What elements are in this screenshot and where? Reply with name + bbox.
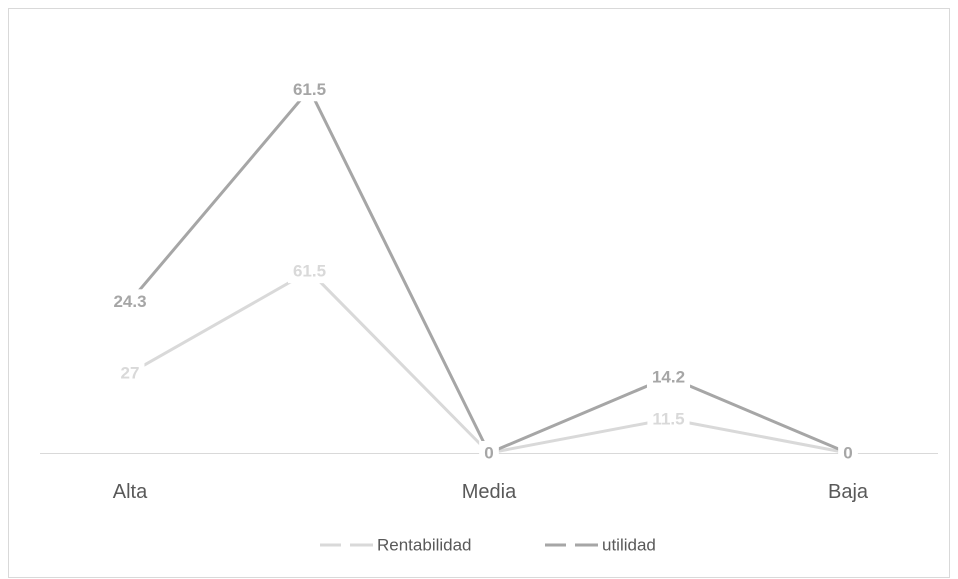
data-label-group-utilidad: 61.5 — [287, 77, 332, 102]
data-label-utilidad: 14.2 — [652, 368, 685, 387]
data-label-background — [115, 361, 145, 386]
data-label-group-rentabilidad: 61.5 — [287, 259, 332, 284]
chart-area-border — [8, 8, 950, 578]
legend: Rentabilidad utilidad — [320, 536, 656, 555]
data-label-background — [838, 441, 858, 465]
data-label-rentabilidad: 27 — [121, 364, 140, 383]
legend-label-rentabilidad: Rentabilidad — [377, 536, 472, 555]
data-label-group-utilidad: 14.2 — [646, 365, 691, 390]
data-label-group-utilidad: 0 — [479, 441, 499, 465]
legend-item-utilidad: utilidad — [545, 536, 656, 555]
data-label-utilidad: 0 — [484, 444, 493, 463]
data-label-group-rentabilidad: 11.5 — [647, 406, 690, 431]
data-label-group-rentabilidad: 27 — [115, 361, 145, 386]
data-label-utilidad: 24.3 — [113, 292, 146, 311]
legend-item-rentabilidad: Rentabilidad — [320, 536, 472, 555]
legend-label-utilidad: utilidad — [602, 536, 656, 555]
x-tick-label-media: Media — [462, 481, 517, 503]
data-label-utilidad: 0 — [843, 444, 852, 463]
data-label-background — [646, 365, 691, 390]
data-label-background — [108, 289, 152, 314]
data-label-rentabilidad: 11.5 — [652, 409, 684, 428]
data-label-background — [287, 259, 332, 284]
data-label-background — [647, 406, 690, 431]
data-label-group-utilidad: 24.3 — [108, 289, 152, 314]
data-label-utilidad: 61.5 — [293, 80, 326, 99]
x-tick-label-baja: Baja — [828, 481, 869, 503]
x-tick-label-alta: Alta — [113, 481, 148, 503]
x-axis-tick-labels: Alta Media Baja — [113, 481, 869, 503]
data-label-background — [287, 77, 332, 102]
data-label-group-utilidad: 0 — [838, 441, 858, 465]
data-label-background — [479, 441, 499, 465]
data-label-rentabilidad: 61.5 — [293, 262, 326, 281]
